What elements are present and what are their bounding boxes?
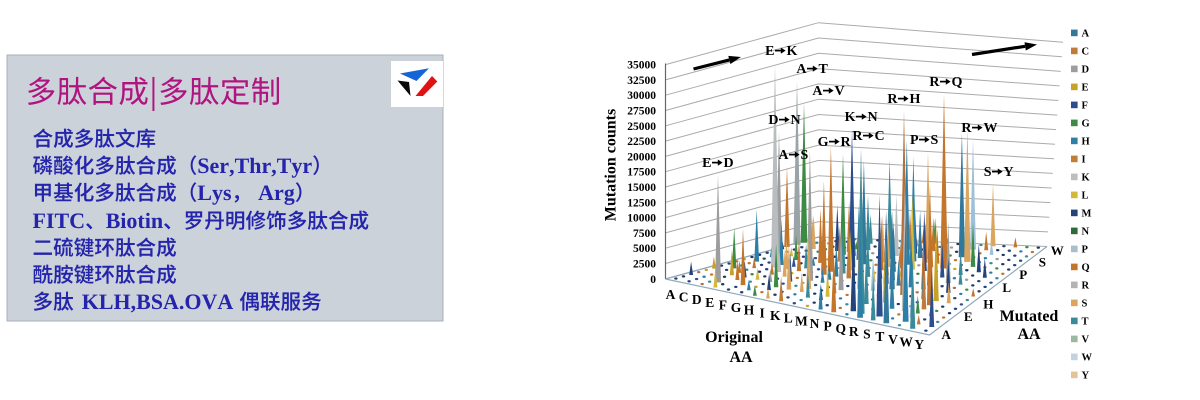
- svg-text:S: S: [801, 148, 809, 163]
- svg-text:A: A: [1082, 29, 1090, 40]
- svg-text:R: R: [1082, 281, 1090, 292]
- svg-text:E: E: [964, 309, 973, 324]
- svg-text:K: K: [787, 44, 798, 59]
- svg-text:K: K: [770, 308, 781, 323]
- svg-text:25000: 25000: [627, 121, 656, 133]
- svg-text:V: V: [888, 332, 898, 347]
- svg-text:Q: Q: [1082, 263, 1090, 274]
- svg-text:N: N: [810, 316, 820, 331]
- svg-text:D: D: [724, 156, 734, 171]
- svg-text:S: S: [1039, 254, 1046, 269]
- svg-text:15000: 15000: [627, 182, 656, 194]
- svg-text:L: L: [1082, 191, 1089, 202]
- svg-text:V: V: [1082, 335, 1090, 346]
- svg-text:K: K: [1082, 173, 1091, 184]
- svg-text:AA: AA: [729, 349, 753, 366]
- svg-text:32500: 32500: [627, 75, 656, 87]
- svg-text:L: L: [784, 311, 793, 326]
- svg-text:P: P: [1082, 245, 1089, 256]
- svg-text:Y: Y: [1082, 371, 1090, 382]
- svg-text:N: N: [868, 110, 878, 125]
- svg-text:E: E: [1082, 83, 1089, 94]
- svg-text:17500: 17500: [627, 167, 656, 179]
- svg-text:W: W: [1082, 353, 1093, 364]
- svg-text:S: S: [931, 133, 939, 148]
- svg-text:R: R: [887, 92, 898, 107]
- svg-text:20000: 20000: [627, 151, 656, 163]
- svg-text:Mutated: Mutated: [1000, 308, 1059, 325]
- svg-text:Mutation counts: Mutation counts: [603, 109, 620, 221]
- svg-text:T: T: [1082, 317, 1089, 328]
- svg-text:H: H: [983, 296, 993, 311]
- svg-text:A: A: [796, 62, 807, 77]
- svg-text:A: A: [666, 287, 676, 302]
- svg-text:35000: 35000: [627, 60, 656, 72]
- svg-text:C: C: [875, 129, 885, 144]
- svg-text:Y: Y: [914, 337, 924, 352]
- svg-text:12500: 12500: [627, 197, 656, 209]
- svg-text:G: G: [818, 135, 829, 150]
- svg-text:E: E: [702, 156, 711, 171]
- svg-text:F: F: [719, 297, 727, 312]
- svg-text:D: D: [692, 292, 702, 307]
- svg-text:Q: Q: [835, 321, 846, 336]
- svg-text:2500: 2500: [633, 259, 656, 271]
- svg-text:R: R: [961, 121, 972, 136]
- svg-text:10000: 10000: [627, 213, 656, 225]
- svg-text:L: L: [1002, 280, 1011, 295]
- svg-text:A: A: [942, 327, 952, 342]
- svg-text:S: S: [984, 165, 992, 180]
- svg-text:Y: Y: [1004, 165, 1014, 180]
- svg-text:H: H: [1082, 137, 1090, 148]
- svg-text:D: D: [768, 113, 778, 128]
- svg-text:T: T: [819, 62, 829, 77]
- svg-text:H: H: [744, 303, 755, 318]
- svg-text:0: 0: [650, 274, 656, 286]
- svg-text:K: K: [845, 110, 856, 125]
- svg-text:D: D: [1082, 65, 1090, 76]
- svg-text:M: M: [1082, 209, 1092, 220]
- svg-text:22500: 22500: [627, 136, 656, 148]
- svg-text:27500: 27500: [627, 106, 656, 118]
- svg-text:W: W: [899, 335, 913, 350]
- svg-text:P: P: [910, 133, 919, 148]
- svg-text:F: F: [1082, 101, 1088, 112]
- svg-text:N: N: [791, 113, 801, 128]
- svg-text:W: W: [984, 121, 998, 136]
- svg-text:R: R: [849, 324, 859, 339]
- svg-text:I: I: [1082, 155, 1086, 166]
- svg-text:S: S: [863, 327, 871, 342]
- svg-text:A: A: [812, 84, 823, 99]
- svg-text:G: G: [731, 300, 742, 315]
- svg-text:Original: Original: [705, 329, 763, 346]
- svg-text:H: H: [910, 92, 921, 107]
- svg-text:5000: 5000: [633, 243, 656, 255]
- svg-text:7500: 7500: [633, 228, 656, 240]
- svg-text:A: A: [778, 148, 789, 163]
- svg-text:R: R: [852, 129, 863, 144]
- svg-text:W: W: [1051, 243, 1064, 258]
- svg-text:Q: Q: [952, 75, 963, 90]
- svg-text:30000: 30000: [627, 90, 656, 102]
- svg-text:N: N: [1082, 227, 1090, 238]
- svg-text:E: E: [705, 295, 714, 310]
- svg-text:T: T: [875, 329, 884, 344]
- svg-text:I: I: [759, 305, 764, 320]
- svg-text:R: R: [841, 135, 852, 150]
- svg-text:P: P: [823, 319, 831, 334]
- svg-text:AA: AA: [1017, 326, 1041, 343]
- svg-text:V: V: [835, 84, 845, 99]
- svg-text:M: M: [795, 313, 808, 328]
- svg-text:E: E: [765, 44, 774, 59]
- svg-text:G: G: [1082, 119, 1090, 130]
- svg-text:R: R: [929, 75, 940, 90]
- svg-text:C: C: [1082, 47, 1090, 58]
- svg-text:C: C: [679, 289, 689, 304]
- svg-text:S: S: [1082, 299, 1088, 310]
- svg-text:P: P: [1019, 267, 1027, 282]
